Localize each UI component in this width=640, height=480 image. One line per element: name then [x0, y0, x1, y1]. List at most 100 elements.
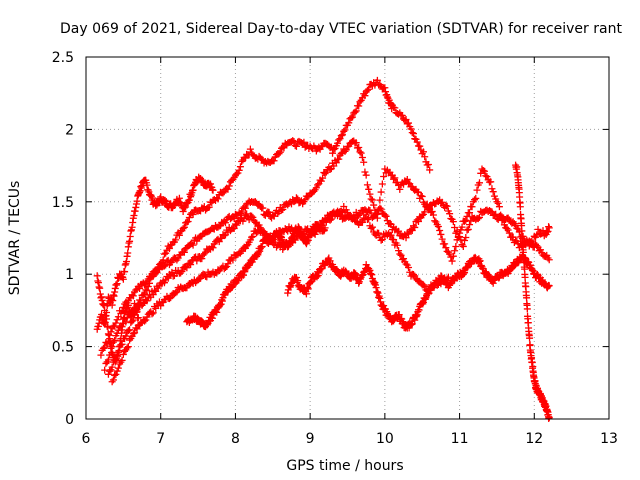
data-point: [533, 242, 541, 250]
data-point: [475, 179, 483, 187]
data-point: [351, 108, 359, 116]
data-point: [225, 182, 233, 190]
data-point: [443, 202, 451, 210]
data-point: [370, 201, 378, 209]
data-point: [373, 210, 381, 218]
data-point: [141, 317, 149, 325]
x-axis-label: GPS time / hours: [286, 458, 403, 474]
data-point: [421, 282, 429, 290]
data-point: [466, 209, 474, 217]
data-point: [472, 194, 480, 202]
data-point: [241, 204, 249, 212]
data-point: [336, 135, 344, 143]
data-point: [526, 334, 534, 342]
data-point: [245, 216, 253, 224]
data-point: [362, 171, 370, 179]
data-point: [402, 234, 410, 242]
data-point: [367, 195, 375, 203]
data-point: [109, 376, 117, 384]
data-point: [417, 192, 425, 200]
data-point: [344, 208, 351, 216]
data-point: [335, 136, 343, 144]
data-point: [220, 232, 228, 240]
data-point: [405, 119, 413, 127]
data-point: [471, 196, 479, 204]
data-point: [240, 214, 248, 222]
data-point: [134, 314, 142, 322]
data-point: [525, 242, 533, 250]
data-point: [463, 226, 471, 234]
data-point: [493, 198, 501, 206]
data-point: [381, 211, 389, 219]
data-point: [118, 326, 126, 334]
data-point: [428, 208, 436, 216]
data-point: [361, 168, 369, 176]
data-point: [448, 257, 456, 265]
data-point: [446, 210, 454, 218]
data-point: [276, 148, 284, 156]
data-point: [444, 273, 452, 281]
data-point: [441, 240, 449, 248]
data-point: [475, 213, 483, 221]
data-point: [172, 236, 180, 244]
data-point: [160, 262, 168, 270]
data-point: [391, 104, 399, 112]
data-point: [361, 92, 369, 100]
data-point: [235, 166, 243, 174]
data-point: [172, 289, 180, 297]
data-point: [258, 155, 266, 163]
series-track-6: [93, 272, 142, 366]
data-point: [128, 317, 136, 325]
data-point: [219, 189, 227, 197]
data-point: [403, 175, 411, 183]
data-point: [459, 242, 467, 250]
data-point: [114, 364, 122, 372]
data-point: [429, 211, 437, 219]
data-point: [105, 331, 113, 339]
data-point: [356, 98, 364, 106]
data-point: [205, 203, 213, 211]
data-point: [123, 344, 131, 352]
data-point: [495, 203, 503, 211]
data-point: [248, 212, 256, 220]
data-point: [408, 129, 416, 137]
data-point: [106, 367, 114, 375]
data-point: [136, 284, 144, 292]
data-point: [339, 131, 347, 139]
data-point: [426, 166, 434, 174]
data-point: [355, 143, 363, 151]
data-point: [154, 284, 162, 292]
data-point: [341, 147, 349, 155]
data-point: [405, 263, 413, 271]
data-point: [416, 142, 424, 150]
series-track-7: [183, 220, 329, 331]
data-point: [180, 223, 188, 231]
data-point: [139, 299, 147, 307]
data-point: [290, 198, 298, 206]
data-point: [462, 233, 470, 241]
data-point: [310, 187, 318, 195]
y-tick-label: 1: [65, 267, 74, 283]
data-point: [121, 347, 129, 355]
data-point: [516, 203, 524, 211]
data-point: [409, 222, 417, 230]
data-point: [358, 218, 366, 226]
series-track-1: [93, 173, 217, 333]
data-point: [348, 113, 356, 121]
data-point: [335, 155, 343, 163]
data-point: [504, 226, 512, 234]
data-point: [319, 174, 327, 182]
data-point: [126, 326, 134, 334]
data-point: [446, 250, 454, 258]
data-point: [442, 244, 450, 252]
data-point: [503, 224, 511, 232]
data-point: [334, 139, 342, 147]
data-point: [458, 223, 466, 231]
data-point: [378, 180, 386, 188]
data-point: [405, 179, 413, 187]
data-point: [360, 158, 368, 166]
data-point: [380, 172, 388, 180]
data-point: [545, 282, 553, 290]
series-track-2: [104, 76, 434, 378]
